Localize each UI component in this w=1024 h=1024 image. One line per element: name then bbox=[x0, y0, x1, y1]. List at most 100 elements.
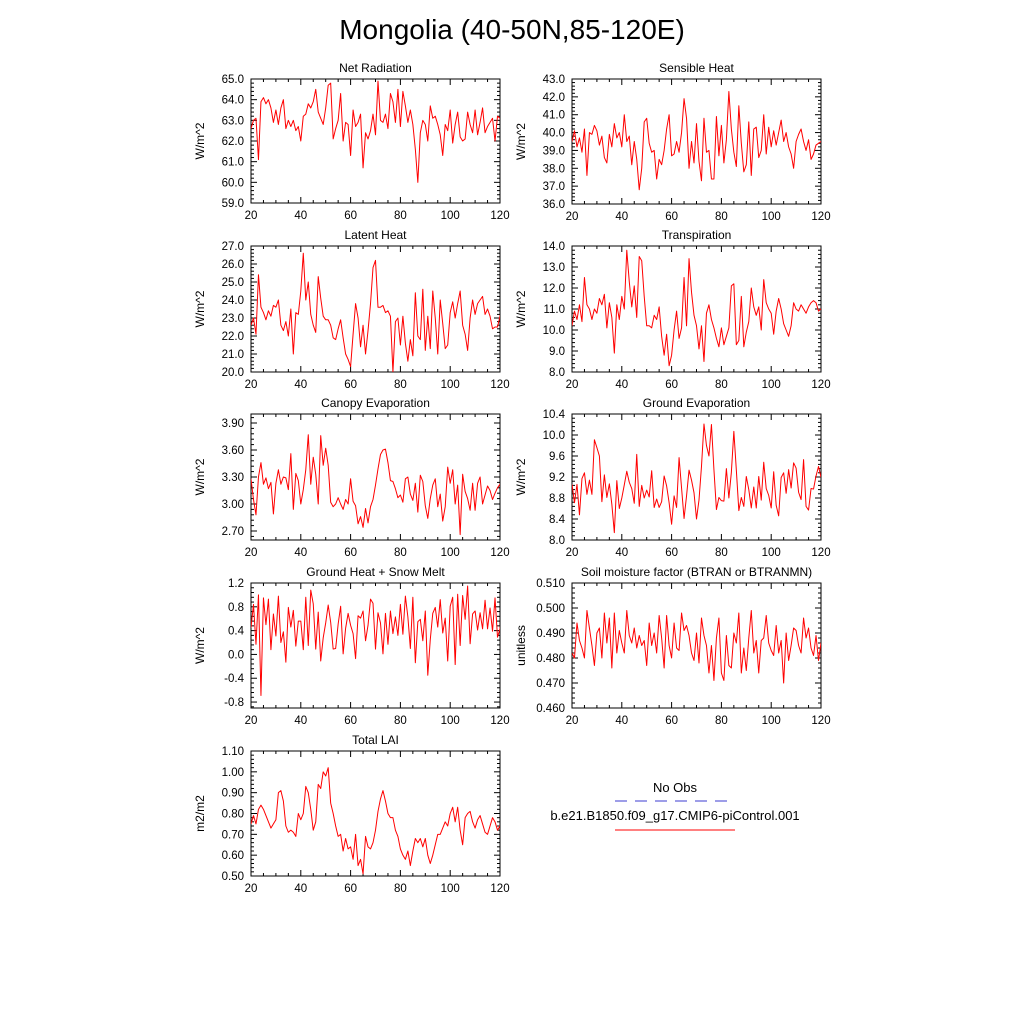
x-tick-label: 80 bbox=[394, 379, 407, 391]
x-tick-label: 40 bbox=[615, 211, 628, 223]
y-tick-label: 60.0 bbox=[222, 177, 244, 189]
x-tick-label: 40 bbox=[294, 883, 307, 895]
y-axis-label: W/m^2 bbox=[193, 458, 207, 495]
y-tick-label: 27.0 bbox=[222, 241, 244, 253]
y-tick-label: 37.0 bbox=[543, 181, 565, 193]
x-tick-label: 100 bbox=[441, 715, 460, 727]
y-tick-label: 0.500 bbox=[536, 603, 565, 615]
y-tick-label: 3.30 bbox=[222, 472, 244, 484]
panel-title: Sensible Heat bbox=[659, 61, 734, 75]
y-axis-label: W/m^2 bbox=[514, 290, 528, 327]
x-tick-label: 80 bbox=[394, 715, 407, 727]
plot-frame bbox=[250, 750, 501, 877]
series-line bbox=[572, 91, 821, 191]
legend: No Obs b.e21.B1850.f09_g17.CMIP6-piContr… bbox=[550, 780, 800, 831]
x-tick-label: 20 bbox=[245, 715, 258, 727]
y-axis-label: unitless bbox=[514, 625, 528, 666]
y-tick-label: 64.0 bbox=[222, 95, 244, 107]
x-tick-label: 40 bbox=[294, 379, 307, 391]
y-tick-label: 0.50 bbox=[222, 871, 244, 883]
y-tick-label: -0.4 bbox=[224, 673, 244, 685]
y-tick-label: 0.460 bbox=[536, 703, 565, 715]
x-tick-label: 60 bbox=[344, 883, 357, 895]
x-tick-label: 40 bbox=[294, 210, 307, 222]
x-tick-label: 120 bbox=[490, 547, 509, 559]
y-tick-label: 14.0 bbox=[543, 241, 565, 253]
y-tick-label: 8.0 bbox=[549, 535, 565, 547]
y-tick-label: 61.0 bbox=[222, 157, 244, 169]
x-tick-label: 40 bbox=[294, 715, 307, 727]
y-tick-label: 9.0 bbox=[549, 346, 565, 358]
y-tick-label: 1.10 bbox=[222, 746, 244, 758]
x-tick-label: 60 bbox=[665, 211, 678, 223]
series-line bbox=[251, 434, 500, 536]
panels: Net Radiation 20 40 60 80 100 120 59.0 60.0 61.0 6… bbox=[193, 61, 831, 895]
x-tick-label: 80 bbox=[715, 547, 728, 559]
y-tick-label: 59.0 bbox=[222, 198, 244, 210]
chart-panel: Transpiration 20 40 60 80 100 120 8.0 9.0 10.0 11.… bbox=[514, 228, 831, 391]
y-tick-label: 0.470 bbox=[536, 678, 565, 690]
y-axis-label: W/m^2 bbox=[514, 458, 528, 495]
y-tick-label: 20.0 bbox=[222, 367, 244, 379]
x-tick-label: 40 bbox=[615, 379, 628, 391]
x-tick-label: 120 bbox=[811, 715, 830, 727]
y-tick-label: 36.0 bbox=[543, 199, 565, 211]
y-axis-label: W/m^2 bbox=[193, 627, 207, 664]
panel-title: Canopy Evaporation bbox=[321, 396, 430, 410]
y-tick-label: 41.0 bbox=[543, 110, 565, 122]
y-tick-label: 10.4 bbox=[543, 409, 566, 421]
y-tick-label: 42.0 bbox=[543, 92, 565, 104]
x-tick-label: 100 bbox=[441, 883, 460, 895]
panel-title: Total LAI bbox=[352, 733, 399, 747]
x-tick-label: 120 bbox=[490, 210, 509, 222]
x-tick-label: 20 bbox=[245, 210, 258, 222]
y-tick-label: 1.00 bbox=[222, 767, 244, 779]
y-tick-label: 26.0 bbox=[222, 259, 244, 271]
series-line bbox=[572, 610, 821, 684]
y-tick-label: -0.8 bbox=[224, 697, 244, 709]
y-axis-label: m2/m2 bbox=[193, 795, 207, 832]
plot-frame bbox=[571, 245, 822, 373]
y-tick-label: 0.0 bbox=[228, 649, 244, 661]
x-tick-label: 40 bbox=[615, 715, 628, 727]
plot-frame bbox=[571, 413, 822, 541]
y-tick-label: 11.0 bbox=[543, 304, 565, 316]
x-tick-label: 100 bbox=[762, 547, 781, 559]
y-tick-label: 0.70 bbox=[222, 829, 244, 841]
series-line bbox=[251, 80, 500, 183]
series-line bbox=[572, 423, 821, 534]
x-tick-label: 20 bbox=[245, 547, 258, 559]
y-tick-label: 65.0 bbox=[222, 74, 244, 86]
y-tick-label: 0.490 bbox=[536, 628, 565, 640]
y-tick-label: 0.80 bbox=[222, 809, 244, 821]
x-tick-label: 40 bbox=[615, 547, 628, 559]
x-tick-label: 120 bbox=[811, 211, 830, 223]
series-line bbox=[572, 249, 821, 367]
y-tick-label: 39.0 bbox=[543, 145, 565, 157]
x-tick-label: 100 bbox=[441, 379, 460, 391]
y-tick-label: 0.8 bbox=[228, 602, 244, 614]
y-tick-label: 3.90 bbox=[222, 418, 244, 430]
x-tick-label: 80 bbox=[394, 547, 407, 559]
x-tick-label: 80 bbox=[715, 715, 728, 727]
y-tick-label: 12.0 bbox=[543, 283, 565, 295]
x-tick-label: 60 bbox=[344, 379, 357, 391]
series-line bbox=[251, 252, 500, 372]
y-tick-label: 21.0 bbox=[222, 349, 244, 361]
x-tick-label: 100 bbox=[762, 715, 781, 727]
x-tick-label: 60 bbox=[665, 547, 678, 559]
y-tick-label: 9.6 bbox=[549, 451, 565, 463]
legend-obs-label: No Obs bbox=[653, 780, 698, 795]
y-axis-label: W/m^2 bbox=[193, 122, 207, 159]
y-tick-label: 62.0 bbox=[222, 136, 244, 148]
y-tick-label: 3.00 bbox=[222, 499, 244, 511]
y-tick-label: 13.0 bbox=[543, 262, 565, 274]
y-tick-label: 9.2 bbox=[549, 472, 565, 484]
y-tick-label: 0.60 bbox=[222, 850, 244, 862]
chart-panel: Ground Heat + Snow Melt 20 40 60 80 100 120 -0.… bbox=[193, 565, 510, 727]
panel-title: Net Radiation bbox=[339, 61, 412, 75]
x-tick-label: 100 bbox=[441, 547, 460, 559]
y-tick-label: 0.510 bbox=[536, 578, 565, 590]
chart-panel: Latent Heat 20 40 60 80 100 120 20.0 21.0 22.0 23.… bbox=[193, 228, 510, 391]
